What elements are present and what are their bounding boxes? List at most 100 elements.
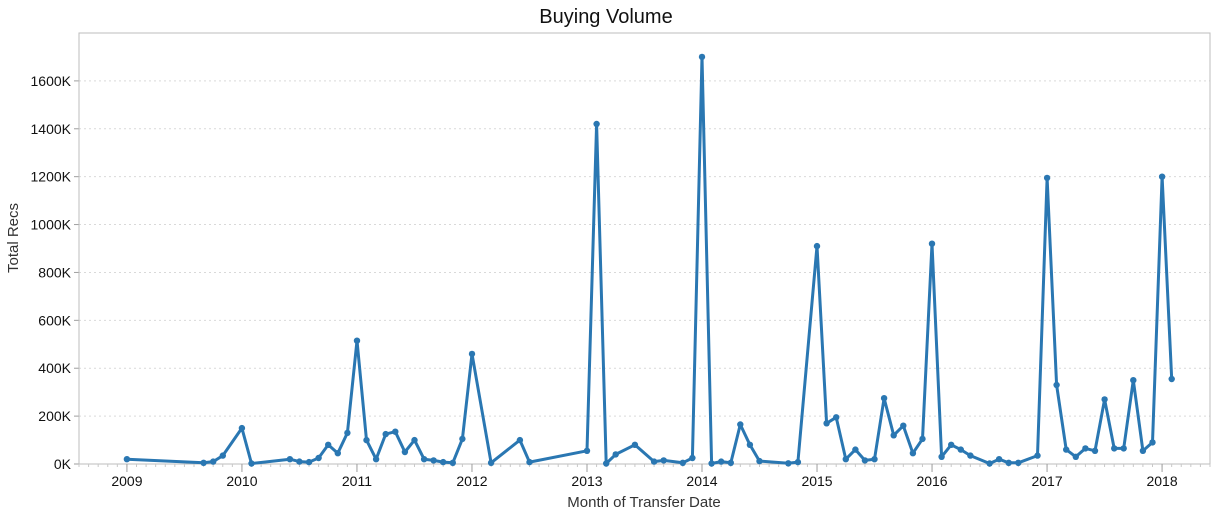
x-tick-label: 2015 bbox=[801, 473, 832, 489]
y-tick-label: 200K bbox=[38, 408, 71, 424]
series-line bbox=[126, 55, 1174, 465]
x-tick-label: 2016 bbox=[916, 473, 947, 489]
data-point bbox=[1043, 174, 1051, 182]
data-point bbox=[756, 457, 763, 465]
data-point bbox=[948, 441, 955, 448]
x-tick-label: 2013 bbox=[571, 473, 602, 489]
data-point bbox=[1053, 381, 1060, 389]
data-point bbox=[737, 421, 744, 428]
data-point bbox=[890, 432, 897, 439]
series-group bbox=[123, 53, 1175, 467]
data-point bbox=[813, 242, 821, 250]
data-point bbox=[833, 414, 840, 421]
x-axis-label: Month of Transfer Date bbox=[567, 494, 720, 511]
data-point bbox=[689, 454, 696, 462]
data-point bbox=[200, 459, 207, 466]
data-point bbox=[986, 460, 993, 467]
data-point bbox=[928, 240, 936, 247]
data-point bbox=[660, 457, 667, 464]
data-point bbox=[353, 337, 361, 344]
y-tick-label: 1600K bbox=[31, 73, 72, 89]
data-point bbox=[286, 456, 294, 463]
x-tick-label: 2010 bbox=[226, 473, 257, 489]
x-tick-label: 2011 bbox=[342, 473, 372, 489]
data-point bbox=[1149, 439, 1156, 446]
data-point bbox=[718, 458, 725, 465]
data-point bbox=[420, 456, 428, 463]
y-tick-label: 1200K bbox=[31, 169, 72, 185]
data-point bbox=[1101, 396, 1108, 403]
data-point bbox=[679, 459, 686, 466]
data-point bbox=[1082, 445, 1089, 452]
data-point bbox=[1111, 445, 1118, 452]
y-tick-label: 1400K bbox=[31, 121, 72, 137]
data-point bbox=[1034, 452, 1041, 459]
x-tick-label: 2014 bbox=[686, 473, 717, 489]
x-tick-label: 2017 bbox=[1031, 473, 1062, 489]
data-point bbox=[1139, 447, 1147, 454]
y-axis-label: Total Recs bbox=[5, 203, 22, 273]
data-point bbox=[526, 458, 533, 466]
axes: 0K 200K 400K 600K 800K 1000K 1200K 1400K 1600K 20… bbox=[31, 32, 1211, 489]
data-point bbox=[583, 447, 591, 454]
data-point bbox=[344, 429, 351, 437]
data-point bbox=[880, 395, 888, 402]
x-tick-label: 2012 bbox=[456, 473, 487, 489]
data-point bbox=[785, 460, 792, 467]
data-point bbox=[823, 420, 830, 427]
data-point bbox=[123, 456, 131, 463]
data-point bbox=[296, 458, 303, 465]
data-point bbox=[967, 452, 974, 459]
data-point bbox=[487, 459, 495, 466]
y-tick-label: 800K bbox=[38, 264, 71, 280]
data-point bbox=[468, 350, 476, 358]
data-point bbox=[449, 459, 456, 466]
data-point bbox=[401, 448, 409, 456]
data-point bbox=[593, 120, 600, 128]
y-tick-label: 400K bbox=[38, 360, 71, 376]
data-point bbox=[334, 450, 341, 457]
data-point bbox=[871, 456, 878, 463]
data-point bbox=[440, 458, 447, 466]
data-point bbox=[315, 454, 322, 462]
data-point bbox=[1005, 459, 1012, 466]
data-point bbox=[909, 450, 917, 457]
data-point bbox=[382, 430, 389, 438]
data-point bbox=[746, 441, 754, 448]
data-point bbox=[411, 436, 418, 444]
data-point bbox=[852, 446, 859, 453]
data-point bbox=[238, 424, 246, 432]
data-point bbox=[1063, 446, 1070, 453]
data-point bbox=[900, 422, 907, 429]
y-tick-label: 1000K bbox=[31, 217, 72, 233]
data-point bbox=[372, 456, 380, 463]
data-point bbox=[650, 458, 658, 465]
data-point bbox=[794, 458, 802, 466]
y-tick-label: 600K bbox=[38, 312, 71, 328]
data-point bbox=[219, 452, 226, 459]
data-point bbox=[919, 435, 926, 443]
data-point bbox=[727, 459, 734, 466]
data-point bbox=[957, 446, 964, 453]
data-point bbox=[1091, 447, 1099, 454]
x-tick-label: 2018 bbox=[1146, 473, 1177, 489]
data-point bbox=[516, 436, 524, 444]
data-point bbox=[392, 428, 399, 435]
data-point bbox=[603, 460, 610, 467]
data-point bbox=[612, 451, 619, 458]
data-point bbox=[698, 53, 706, 61]
data-point bbox=[459, 435, 466, 443]
data-point bbox=[631, 441, 639, 448]
data-point bbox=[305, 458, 313, 466]
data-point bbox=[995, 456, 1003, 463]
data-point bbox=[861, 457, 869, 464]
chart-title: Buying Volume bbox=[539, 6, 672, 28]
data-point bbox=[1158, 173, 1166, 180]
data-point bbox=[1168, 375, 1175, 383]
data-point bbox=[1015, 459, 1022, 466]
data-point bbox=[210, 458, 217, 465]
data-point bbox=[430, 457, 437, 464]
data-point bbox=[1130, 377, 1137, 384]
y-tick-label: 0K bbox=[54, 456, 72, 472]
